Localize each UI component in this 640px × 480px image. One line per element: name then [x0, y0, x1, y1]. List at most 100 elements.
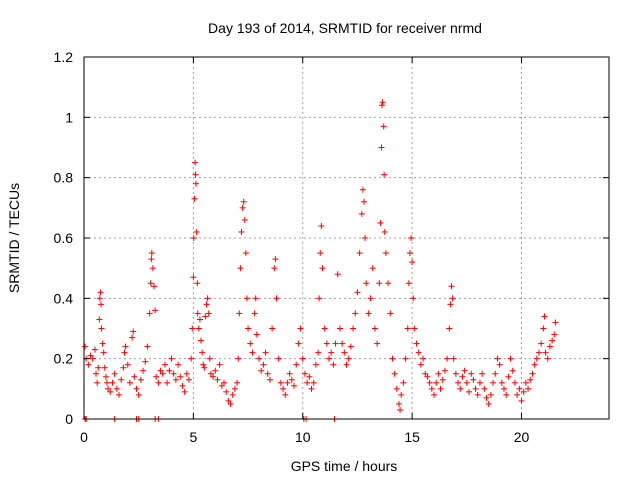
data-point: [533, 355, 540, 362]
data-point: [144, 343, 151, 350]
data-point: [170, 370, 177, 377]
data-point: [511, 379, 518, 386]
data-point: [282, 391, 289, 398]
x-tick-label: 5: [189, 429, 197, 445]
data-point: [312, 361, 319, 368]
data-point: [124, 361, 131, 368]
data-point: [483, 394, 490, 401]
data-point: [490, 379, 497, 386]
data-point: [192, 159, 199, 166]
data-point: [153, 373, 160, 380]
data-point: [271, 265, 278, 272]
data-point: [397, 406, 404, 413]
data-point: [198, 337, 205, 344]
data-point: [155, 379, 162, 386]
data-point: [95, 364, 102, 371]
data-point: [459, 373, 466, 380]
data-point: [552, 319, 559, 326]
data-point: [352, 310, 359, 317]
data-point: [96, 295, 103, 302]
data-point: [216, 361, 223, 368]
data-point: [277, 379, 284, 386]
data-point: [227, 400, 234, 407]
data-point: [284, 379, 291, 386]
data-point: [449, 295, 456, 302]
data-point: [304, 379, 311, 386]
data-point: [431, 391, 437, 398]
data-point: [236, 310, 243, 317]
data-point: [479, 370, 486, 377]
data-point: [85, 361, 92, 368]
data-point: [379, 99, 386, 106]
data-point: [514, 391, 521, 398]
data-point: [496, 361, 503, 368]
data-point: [542, 349, 549, 356]
data-point: [194, 310, 201, 317]
data-point: [251, 310, 258, 317]
data-point: [404, 325, 411, 332]
data-point: [520, 388, 527, 395]
data-point: [498, 379, 505, 386]
data-point: [152, 307, 159, 314]
data-point: [356, 250, 363, 257]
x-tick-label: 10: [295, 429, 311, 445]
data-point: [151, 283, 157, 290]
data-point: [463, 379, 470, 386]
data-point: [487, 391, 494, 398]
data-point: [415, 349, 422, 356]
data-point: [354, 289, 361, 296]
y-tick-label: 0.2: [54, 351, 74, 367]
data-point: [94, 379, 101, 386]
data-point: [301, 370, 308, 377]
data-point: [358, 210, 365, 217]
data-point: [319, 265, 326, 272]
y-axis-label: SRMTID / TECUs: [6, 183, 22, 293]
data-point: [540, 325, 547, 332]
y-tick-label: 0.4: [54, 290, 74, 306]
data-point: [245, 325, 252, 332]
data-point: [422, 370, 429, 377]
data-point: [385, 280, 392, 287]
data-point: [105, 385, 112, 392]
data-point: [126, 379, 133, 386]
data-point: [192, 171, 199, 178]
data-point: [518, 397, 525, 404]
data-point: [525, 385, 532, 392]
data-point: [492, 370, 499, 377]
data-point: [476, 379, 483, 386]
data-point: [229, 391, 236, 398]
data-point: [221, 379, 227, 386]
data-point: [122, 343, 129, 350]
data-point: [103, 379, 110, 386]
data-point: [509, 367, 516, 374]
data-point: [147, 280, 154, 287]
y-tick-label: 1.2: [54, 49, 74, 65]
data-point: [199, 349, 206, 356]
data-point: [266, 376, 273, 383]
x-axis-label: GPS time / hours: [291, 458, 398, 474]
y-tick-label: 0.6: [54, 230, 74, 246]
data-point: [330, 361, 337, 368]
data-point: [186, 376, 192, 383]
data-point: [437, 385, 444, 392]
data-point: [98, 301, 105, 308]
y-tick-label: 1: [65, 109, 73, 125]
data-point: [433, 379, 440, 386]
data-point: [345, 355, 352, 362]
data-point: [411, 325, 418, 332]
data-point: [193, 228, 200, 235]
data-point: [485, 400, 492, 407]
data-point: [82, 343, 89, 350]
data-point: [109, 379, 116, 386]
data-point: [142, 358, 149, 365]
data-point: [406, 250, 413, 257]
data-point: [101, 364, 108, 371]
data-point: [235, 355, 242, 362]
data-point: [381, 228, 388, 235]
data-point: [400, 379, 407, 386]
data-point: [347, 343, 354, 350]
data-point: [273, 295, 280, 302]
data-point: [256, 355, 262, 362]
data-point: [161, 361, 168, 368]
